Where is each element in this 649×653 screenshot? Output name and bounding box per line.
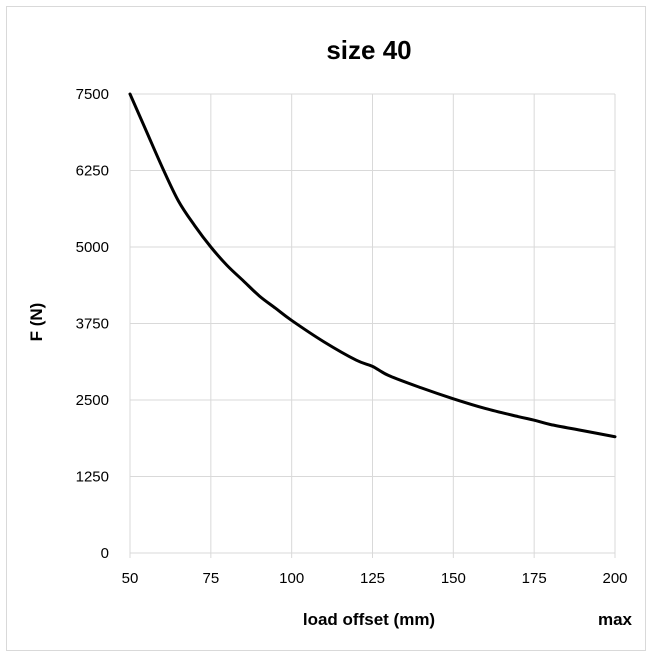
x-axis-label: load offset (mm) bbox=[303, 610, 435, 629]
x-tick-label-50: 50 bbox=[122, 570, 139, 587]
axes bbox=[129, 94, 616, 558]
x-axis-end-label: max bbox=[598, 610, 633, 629]
x-tick-label-200: 200 bbox=[602, 570, 627, 587]
x-tick-label-150: 150 bbox=[441, 570, 466, 587]
tick-labels: 50 75 100 125 150 175 200 0 1250 2500 3750 5000 6250… bbox=[76, 86, 628, 587]
x-tick-label-175: 175 bbox=[522, 570, 547, 587]
y-tick-label-1250: 1250 bbox=[76, 469, 109, 486]
chart-title: size 40 bbox=[326, 35, 411, 65]
y-tick-label-7500: 7500 bbox=[76, 86, 109, 103]
y-tick-label-2500: 2500 bbox=[76, 392, 109, 409]
y-tick-label-3750: 3750 bbox=[76, 316, 109, 333]
y-tick-label-5000: 5000 bbox=[76, 239, 109, 256]
x-tick-label-100: 100 bbox=[279, 570, 304, 587]
y-axis-label: F (N) bbox=[27, 303, 46, 342]
grid bbox=[130, 93, 616, 553]
y-tick-label-0: 0 bbox=[101, 545, 109, 562]
y-tick-label-6250: 6250 bbox=[76, 163, 109, 180]
series-layer bbox=[128, 92, 617, 439]
chart-frame bbox=[6, 6, 646, 651]
x-tick-label-75: 75 bbox=[202, 570, 219, 587]
series-line-0 bbox=[128, 92, 617, 439]
x-tick-label-125: 125 bbox=[360, 570, 385, 587]
